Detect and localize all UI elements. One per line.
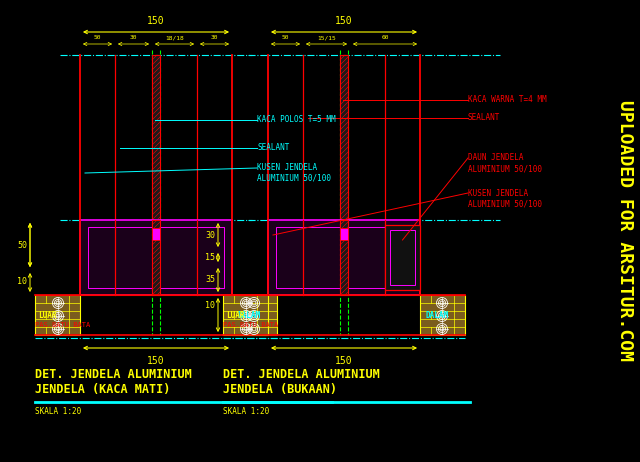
Text: PAS.BATU BATA: PAS.BATU BATA <box>35 322 90 328</box>
Bar <box>268 220 420 295</box>
Bar <box>340 220 348 295</box>
Text: 30: 30 <box>130 35 137 40</box>
Text: KUSEN JENDELA: KUSEN JENDELA <box>468 188 528 197</box>
Text: 150: 150 <box>147 356 165 366</box>
Bar <box>385 225 420 290</box>
Text: 150: 150 <box>335 356 353 366</box>
Text: 18/18: 18/18 <box>165 35 184 40</box>
Text: SKALA 1:20: SKALA 1:20 <box>223 407 269 417</box>
Text: JENDELA (KACA MATI): JENDELA (KACA MATI) <box>35 383 170 396</box>
Text: LUAR: LUAR <box>38 310 56 320</box>
Text: KACA POLOS T=5 MM: KACA POLOS T=5 MM <box>257 116 335 124</box>
Text: ALUMINIUM 50/100: ALUMINIUM 50/100 <box>257 174 331 182</box>
Text: KUSEN JENDELA: KUSEN JENDELA <box>257 164 317 172</box>
Text: 150: 150 <box>335 16 353 26</box>
Bar <box>152 220 160 295</box>
Text: 35: 35 <box>205 275 215 285</box>
Text: UPLOADED FOR ARSITUR.COM: UPLOADED FOR ARSITUR.COM <box>616 101 634 361</box>
Bar <box>340 55 348 220</box>
Text: 10: 10 <box>17 278 27 286</box>
Text: PAS.BATU BATA: PAS.BATU BATA <box>223 322 278 328</box>
Text: 50: 50 <box>17 241 27 249</box>
Text: DALAM: DALAM <box>237 310 260 320</box>
Bar <box>88 227 224 288</box>
Text: 30: 30 <box>211 35 218 40</box>
Bar <box>390 230 415 285</box>
Text: DET. JENDELA ALUMINIUM: DET. JENDELA ALUMINIUM <box>35 369 192 382</box>
Text: 60: 60 <box>381 35 388 40</box>
Bar <box>152 228 160 240</box>
Text: SEALANT: SEALANT <box>468 114 500 122</box>
Text: 10: 10 <box>205 300 215 310</box>
Bar <box>420 295 465 335</box>
Text: SEALANT: SEALANT <box>257 144 289 152</box>
Bar <box>340 228 348 240</box>
Text: ALUMINIUM 50/100: ALUMINIUM 50/100 <box>468 164 542 174</box>
Text: 150: 150 <box>147 16 165 26</box>
Bar <box>35 295 80 335</box>
Text: DET. JENDELA ALUMINIUM: DET. JENDELA ALUMINIUM <box>223 369 380 382</box>
Text: 15: 15 <box>205 253 215 261</box>
Bar <box>152 55 160 220</box>
Bar <box>232 295 277 335</box>
Text: SKALA 1:20: SKALA 1:20 <box>35 407 81 417</box>
Text: KACA WARNA T=4 MM: KACA WARNA T=4 MM <box>468 96 547 104</box>
Text: LUAR: LUAR <box>226 310 244 320</box>
Bar <box>223 295 268 335</box>
Text: 50: 50 <box>282 35 289 40</box>
Bar <box>276 227 412 288</box>
Text: JENDELA (BUKAAN): JENDELA (BUKAAN) <box>223 383 337 396</box>
Text: DALAM: DALAM <box>425 310 448 320</box>
Text: ALUMINIUM 50/100: ALUMINIUM 50/100 <box>468 200 542 208</box>
Text: 50: 50 <box>93 35 101 40</box>
Bar <box>80 220 232 295</box>
Text: DAUN JENDELA: DAUN JENDELA <box>468 153 524 163</box>
Text: 30: 30 <box>205 231 215 239</box>
Text: 15/15: 15/15 <box>317 35 336 40</box>
